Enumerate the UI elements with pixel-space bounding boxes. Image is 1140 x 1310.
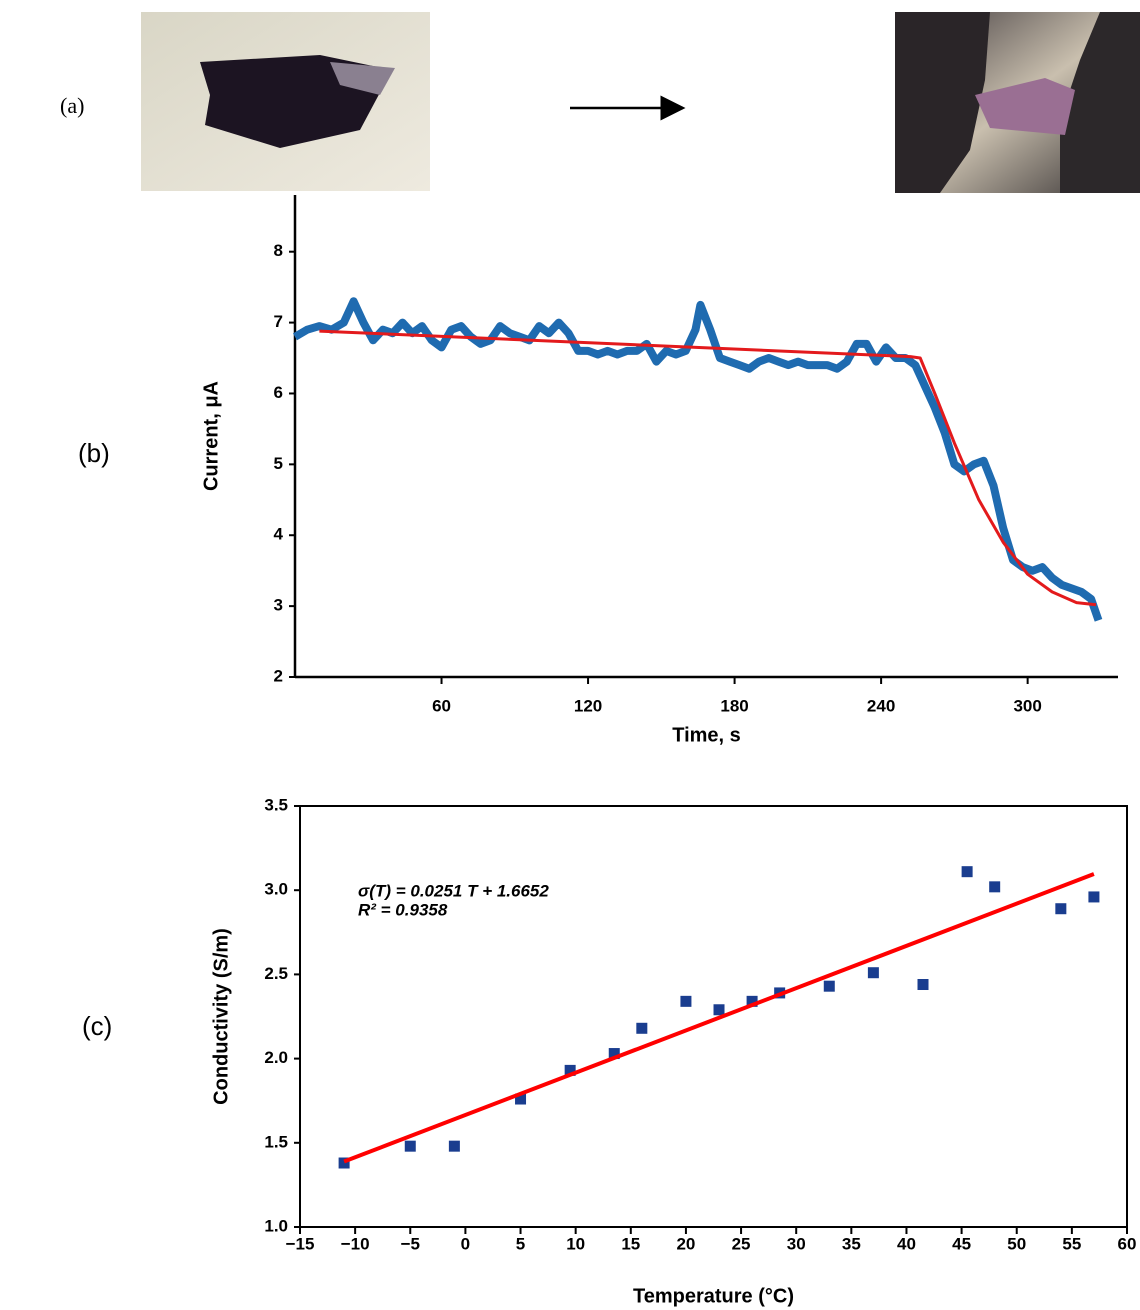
data-point [713,1004,725,1016]
annotation: σ(T) = 0.0251 T + 1.6652 [358,881,549,900]
data-point [867,967,879,979]
x-tick-label: 10 [566,1234,585,1253]
x-tick-label: −15 [286,1234,315,1253]
y-tick-label: 4 [274,525,284,544]
data-point [989,881,1001,893]
y-tick-label: 3.0 [264,880,288,899]
y-tick-label: 1.5 [264,1132,288,1151]
x-tick-label: 25 [732,1234,751,1253]
x-tick-label: 30 [787,1234,806,1253]
x-tick-label: 60 [432,696,451,715]
data-point [680,995,692,1007]
x-tick-label: 15 [621,1234,640,1253]
y-axis-title: Current, μA [200,381,222,491]
y-tick-label: 3 [274,596,283,615]
data-point [961,866,973,878]
x-axis-title: Temperature (°C) [633,1285,794,1307]
x-tick-label: 20 [676,1234,695,1253]
data-point [746,995,758,1007]
x-tick-label: 240 [867,696,895,715]
y-tick-label: 3.5 [264,795,288,814]
x-tick-label: 40 [897,1234,916,1253]
y-tick-label: 6 [274,383,283,402]
data-point [1055,903,1067,915]
y-tick-label: 5 [274,454,283,473]
data-point [564,1064,576,1076]
x-tick-label: −5 [401,1234,420,1253]
annotation: R² = 0.9358 [358,900,448,919]
data-point [404,1140,416,1152]
data-point [608,1048,620,1060]
data-point [338,1157,350,1169]
y-tick-label: 2.0 [264,1048,288,1067]
data-point [1088,891,1100,903]
x-tick-label: 55 [1062,1234,1081,1253]
x-tick-label: 45 [952,1234,971,1253]
x-tick-label: 35 [842,1234,861,1253]
x-tick-label: 300 [1013,696,1041,715]
data-line [319,329,1097,607]
data-point [448,1140,460,1152]
photo-after [895,12,1140,193]
y-axis-title: Conductivity (S/m) [210,928,232,1105]
data-line [292,297,1103,622]
plot-frame [299,805,1128,1228]
y-tick-label: 1.0 [264,1216,288,1235]
y-tick-label: 7 [274,312,283,331]
x-tick-label: 120 [574,696,602,715]
x-tick-label: 180 [720,696,748,715]
y-tick-label: 2.5 [264,964,288,983]
photo-before [141,12,430,191]
data-point [917,979,929,991]
x-axis-title: Time, s [672,724,741,746]
data-point [515,1093,527,1105]
x-tick-label: −10 [341,1234,370,1253]
y-tick-label: 2 [274,666,283,685]
x-tick-label: 50 [1007,1234,1026,1253]
y-tick-label: 8 [274,241,283,260]
data-point [823,980,835,992]
data-point [636,1022,648,1034]
panel-label: (c) [82,1011,112,1041]
panel-label: (b) [78,438,110,468]
data-line [343,872,1095,1164]
x-tick-label: 60 [1118,1234,1137,1253]
panel-label: (a) [60,93,84,118]
x-tick-label: 0 [461,1234,470,1253]
x-tick-label: 5 [516,1234,525,1253]
